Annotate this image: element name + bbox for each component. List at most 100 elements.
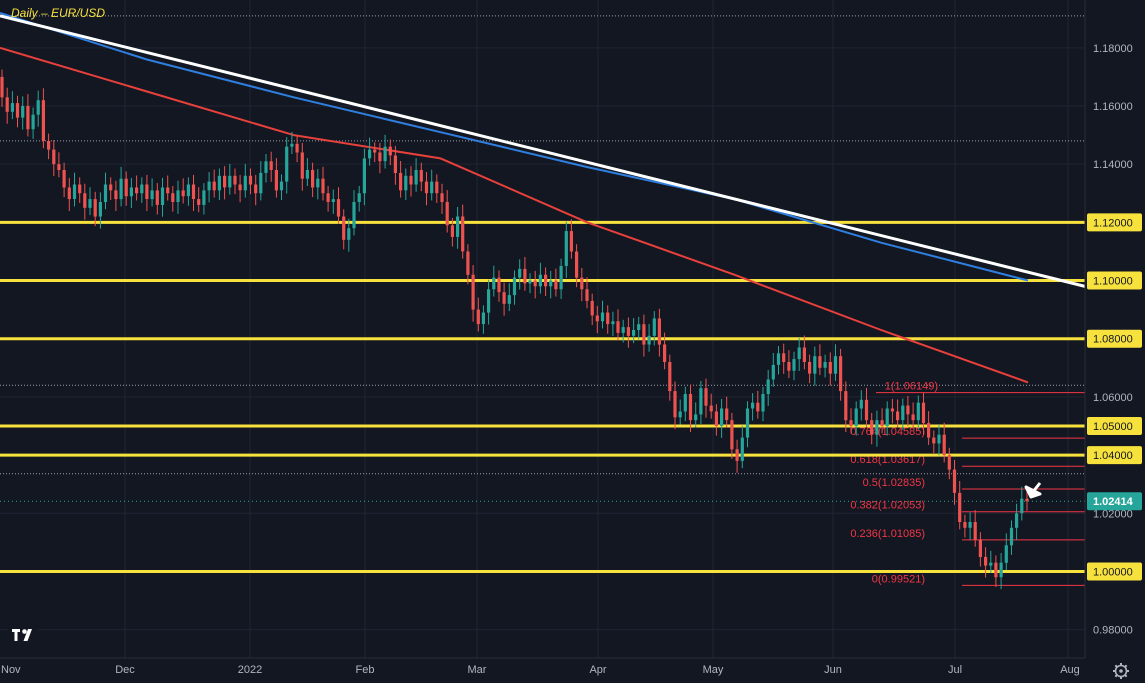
candle-body-65 — [336, 199, 341, 217]
candle-body-193 — [999, 562, 1003, 578]
x-tick-label-0: Nov — [1, 664, 21, 676]
gear-icon-center — [1119, 669, 1123, 673]
candle-body-0 — [0, 76, 4, 98]
candle-body-35 — [181, 190, 185, 197]
candle-body-37 — [191, 184, 196, 199]
candle-body-169 — [875, 420, 879, 435]
candle-body-81 — [419, 170, 423, 182]
candle-body-72 — [373, 149, 377, 153]
candle-body-53 — [274, 170, 278, 191]
candle-body-119 — [616, 321, 620, 333]
gear-icon-tooth-5 — [1114, 664, 1118, 668]
candle-body-16 — [83, 193, 87, 208]
candle-body-145 — [751, 402, 755, 409]
tradingview-logo-background — [8, 623, 38, 645]
candle-body-189 — [978, 539, 982, 557]
candle-body-142 — [735, 449, 739, 461]
candle-body-149 — [771, 364, 775, 380]
candle-body-155 — [802, 347, 806, 362]
candle-body-68 — [352, 202, 356, 229]
candle-body-166 — [859, 399, 863, 409]
candle-body-31 — [160, 187, 165, 205]
x-tick-label-3: Feb — [356, 664, 375, 676]
candle-body-14 — [72, 184, 77, 199]
candle-body-23 — [119, 178, 123, 200]
candle-body-157 — [813, 356, 817, 374]
y-tick-label-4: 1.10000 — [1093, 276, 1133, 288]
candle-body-151 — [782, 353, 786, 362]
candle-body-70 — [362, 158, 366, 194]
candle-body-83 — [430, 181, 434, 194]
candle-body-120 — [621, 327, 625, 333]
candle-body-150 — [776, 353, 781, 365]
candle-body-163 — [844, 391, 848, 421]
candle-body-55 — [285, 146, 289, 182]
candle-body-188 — [973, 522, 977, 540]
y-tick-label-0: 1.18000 — [1093, 43, 1133, 55]
candle-body-148 — [766, 379, 770, 394]
candle-body-132 — [683, 394, 687, 412]
candle-body-186 — [963, 522, 967, 528]
candle-body-114 — [590, 300, 594, 316]
level-tag-4 — [1087, 271, 1142, 290]
candle-body-152 — [787, 362, 791, 371]
candle-body-124 — [642, 324, 646, 345]
candle-body-50 — [259, 172, 263, 194]
candle-body-103 — [533, 280, 537, 287]
candle-body-133 — [688, 394, 693, 421]
candle-body-117 — [606, 312, 610, 325]
candle-body-113 — [585, 289, 589, 301]
candle-body-62 — [321, 178, 325, 194]
candle-body-49 — [254, 184, 258, 194]
candle-body-144 — [745, 408, 750, 438]
candle-body-79 — [409, 175, 413, 185]
y-tick-label-2: 1.14000 — [1093, 159, 1133, 171]
candle-body-195 — [1009, 527, 1014, 546]
candle-body-12 — [62, 170, 66, 188]
tradingview-logo-icon — [12, 629, 20, 641]
gear-icon-tooth-7 — [1124, 664, 1128, 668]
candle-body-171 — [885, 408, 889, 426]
candle-body-97 — [502, 292, 506, 304]
candle-body-27 — [140, 184, 144, 194]
candle-body-38 — [197, 199, 201, 205]
candle-body-86 — [445, 202, 449, 226]
candle-body-56 — [290, 143, 294, 147]
candle-body-167 — [864, 399, 869, 421]
candle-body-140 — [725, 408, 729, 421]
candle-body-146 — [756, 402, 760, 412]
candle-body-64 — [331, 199, 335, 202]
candle-body-118 — [611, 321, 615, 325]
candle-body-6 — [31, 114, 35, 130]
candle-body-107 — [554, 280, 558, 290]
x-tick-label-7: Jun — [824, 664, 842, 676]
candle-body-44 — [228, 175, 232, 188]
candle-body-122 — [632, 330, 636, 336]
candle-body-47 — [243, 175, 247, 191]
x-tick-label-9: Aug — [1060, 664, 1080, 676]
x-tick-label-8: Jul — [948, 664, 962, 676]
candle-body-165 — [854, 408, 858, 426]
fib-label-0: 1(1.06149) — [885, 381, 938, 393]
candle-body-34 — [176, 190, 180, 202]
candle-body-1 — [5, 97, 9, 112]
candle-body-102 — [528, 280, 532, 284]
candle-body-161 — [833, 356, 838, 374]
candle-body-87 — [450, 225, 454, 237]
candle-body-131 — [678, 411, 682, 418]
candle-body-33 — [171, 193, 175, 202]
candle-body-13 — [67, 187, 71, 200]
candle-body-52 — [269, 161, 273, 170]
candle-body-175 — [906, 405, 910, 415]
candle-body-17 — [88, 199, 92, 208]
candle-body-95 — [492, 277, 496, 290]
candle-body-54 — [279, 181, 284, 191]
candle-body-19 — [98, 202, 102, 217]
candle-body-67 — [347, 228, 351, 240]
candle-body-108 — [559, 266, 563, 290]
candle-body-187 — [968, 522, 972, 528]
y-tick-label-10: 1.00000 — [1093, 566, 1133, 578]
trendline[interactable] — [0, 14, 1086, 288]
